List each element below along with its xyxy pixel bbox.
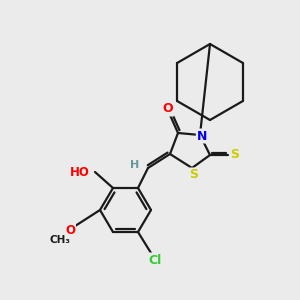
Text: HO: HO bbox=[70, 166, 90, 178]
Text: S: S bbox=[190, 169, 199, 182]
Text: H: H bbox=[130, 160, 140, 170]
Text: Cl: Cl bbox=[148, 254, 162, 266]
Text: O: O bbox=[163, 103, 173, 116]
Text: N: N bbox=[197, 130, 207, 142]
Text: O: O bbox=[65, 224, 75, 236]
Text: CH₃: CH₃ bbox=[50, 235, 70, 245]
Text: S: S bbox=[230, 148, 239, 161]
